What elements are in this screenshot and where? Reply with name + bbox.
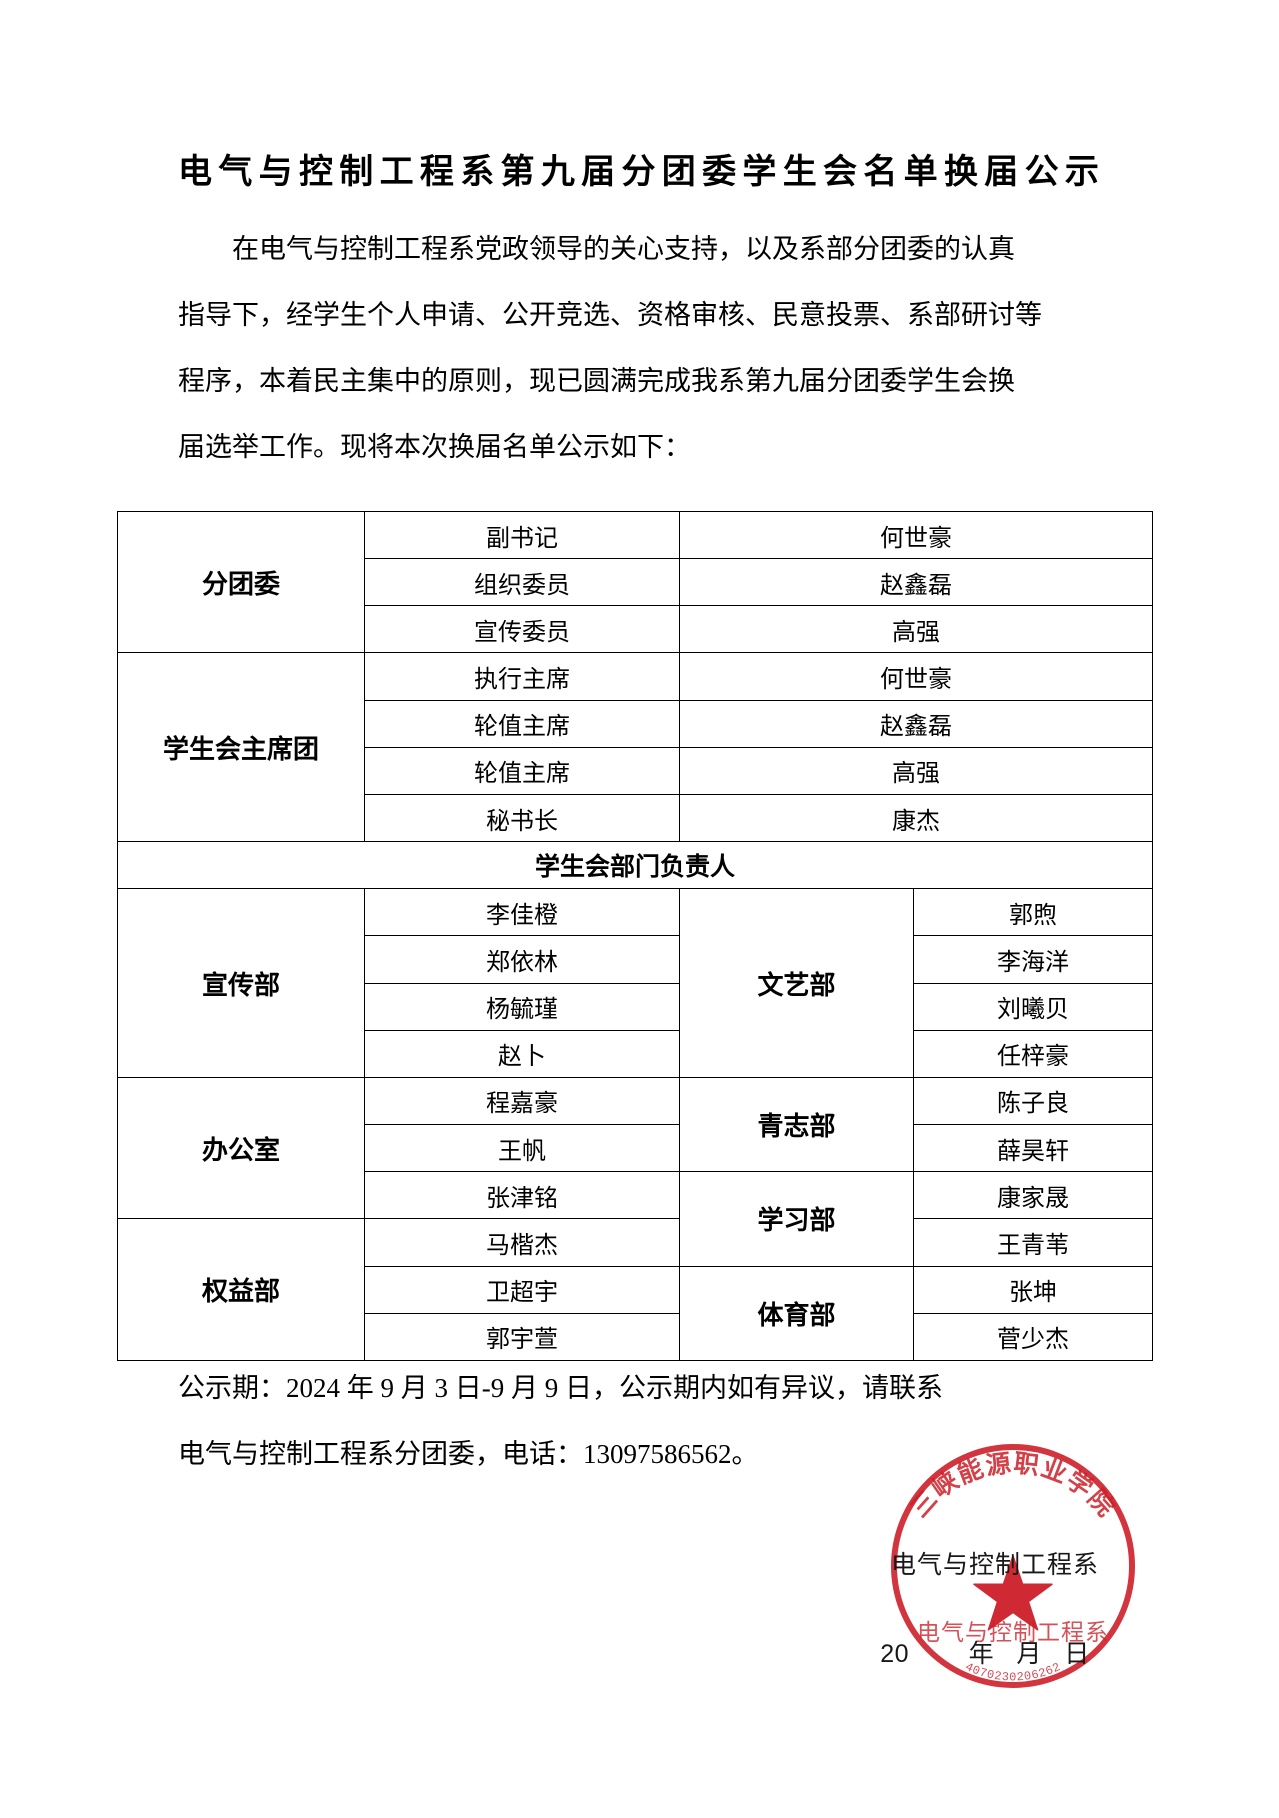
- svg-text:三峡能源职业学院: 三峡能源职业学院: [906, 1449, 1121, 1523]
